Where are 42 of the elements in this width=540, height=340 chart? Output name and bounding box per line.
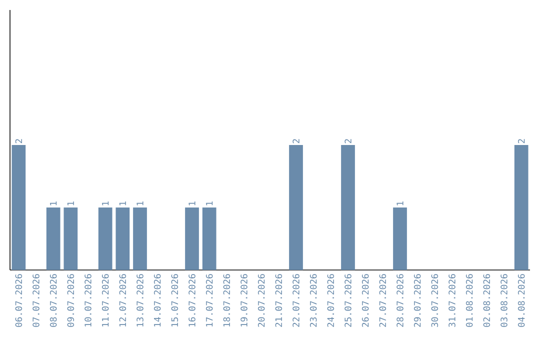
data-label: 2	[344, 139, 352, 144]
data-label: 1	[206, 202, 213, 206]
x-tick-label: 18.07.2026	[223, 274, 230, 326]
x-tick-label: 20.07.2026	[258, 274, 265, 327]
x-tick-label: 16.07.2026	[188, 274, 196, 326]
x-tick-label: 02.08.2026	[483, 274, 490, 327]
x-tick-label: 08.07.2026	[50, 274, 57, 327]
data-label: 1	[102, 202, 109, 206]
x-tick-label: 12.07.2026	[119, 274, 126, 326]
x-tick-label: 24.07.2026	[327, 274, 334, 327]
data-label: 1	[396, 202, 404, 206]
x-tick-label: 21.07.2026	[275, 274, 282, 327]
x-tick-label: 25.07.2026	[344, 274, 352, 327]
x-tick-label: 26.07.2026	[362, 274, 369, 327]
data-label: 2	[15, 139, 22, 144]
data-label: 1	[119, 202, 126, 206]
x-tick-label: 03.08.2026	[500, 274, 508, 327]
x-tick-label: 01.08.2026	[466, 274, 473, 327]
x-tick-label: 15.07.2026	[171, 274, 178, 326]
x-tick-label: 11.07.2026	[102, 274, 109, 326]
x-tick-label: 09.07.2026	[67, 274, 74, 327]
x-tick-label: 17.07.2026	[206, 274, 213, 326]
data-label: 1	[136, 202, 144, 206]
data-label: 1	[67, 202, 74, 206]
x-tick-label: 30.07.2026	[431, 274, 438, 327]
x-tick-label: 14.07.2026	[154, 274, 161, 326]
x-tick-label: 04.08.2026	[518, 274, 525, 327]
x-tick-label: 23.07.2026	[310, 274, 317, 327]
x-tick-label: 07.07.2026	[32, 274, 40, 327]
data-label: 1	[50, 202, 57, 206]
x-tick-label: 13.07.2026	[136, 274, 144, 326]
x-tick-label: 10.07.2026	[84, 274, 92, 326]
x-tick-label: 27.07.2026	[379, 274, 386, 327]
x-tick-label: 29.07.2026	[414, 274, 421, 327]
data-label: 1	[188, 202, 196, 206]
x-tick-label: 28.07.2026	[396, 274, 404, 327]
data-label: 2	[518, 139, 525, 144]
x-tick-label: 19.07.2026	[240, 274, 248, 326]
x-tick-label: 22.07.2026	[292, 274, 300, 327]
data-label: 2	[292, 139, 300, 144]
x-tick-label: 31.07.2026	[448, 274, 456, 327]
x-tick-label: 06.07.2026	[15, 274, 22, 327]
